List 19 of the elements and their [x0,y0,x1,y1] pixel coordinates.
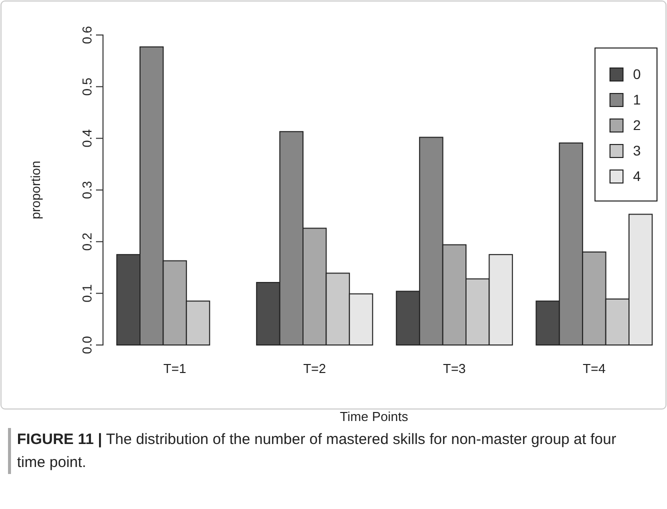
y-axis-title: proportion [28,160,43,220]
y-tick-label: 0.4 [80,129,95,148]
x-axis-title: Time Points [340,409,409,424]
y-tick-label: 0.5 [80,78,95,96]
text: FIGURE 11 | The distribution of the number of mastered skills for non-master group at four time point. [17,431,616,471]
y-tick-label: 0.1 [80,284,95,302]
y-tick-label: 0.6 [80,26,95,44]
legend-label: 1 [633,92,641,108]
x-tick-label: T=3 [443,361,466,376]
x-tick-label: T=2 [303,361,326,376]
x-tick-label: T=4 [582,361,606,376]
legend-label: 2 [633,117,641,133]
legend-label: 3 [633,142,641,158]
legend-label: 4 [633,168,641,184]
y-tick-label: 0.0 [80,336,95,354]
y-tick-label: 0.2 [80,232,95,251]
x-tick-label: T=1 [163,361,186,376]
legend-label: 0 [633,66,641,82]
y-tick-label: 0.3 [80,180,95,200]
